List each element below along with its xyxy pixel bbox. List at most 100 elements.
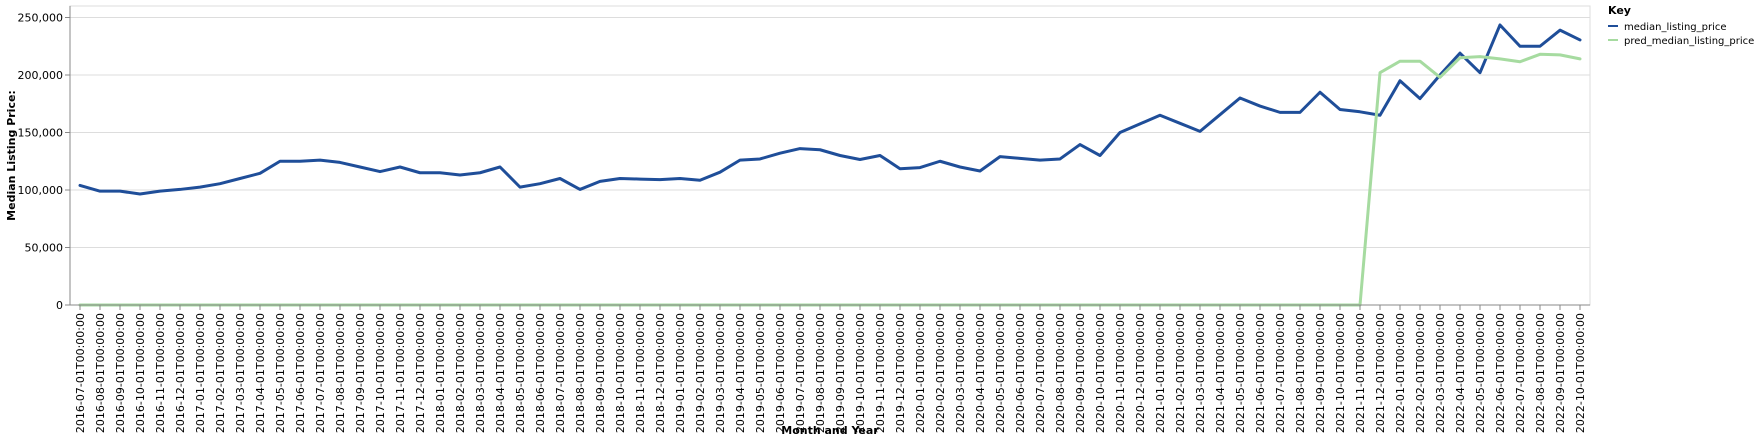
data-point-pred_median_listing_price <box>1458 56 1462 59</box>
x-tick-label: 2020-03-01T00:00:00 <box>954 313 967 433</box>
data-point-median_listing_price <box>458 173 462 177</box>
x-tick-label: 2019-03-01T00:00:00 <box>714 313 727 433</box>
data-point-median_listing_price <box>1258 104 1262 108</box>
y-axis-title: Median Listing Price: <box>5 90 18 221</box>
x-tick-label: 2021-12-01T00:00:00 <box>1374 313 1387 433</box>
data-point-median_listing_price <box>1158 114 1162 117</box>
data-point-pred_median_listing_price <box>1538 53 1542 56</box>
data-point-median_listing_price <box>718 170 722 174</box>
x-tick-label: 2021-05-01T00:00:00 <box>1234 313 1247 433</box>
x-tick-label: 2020-10-01T00:00:00 <box>1094 313 1107 433</box>
x-tick-label: 2019-07-01T00:00:00 <box>794 313 807 433</box>
x-tick-label: 2021-11-01T00:00:00 <box>1354 313 1367 433</box>
x-tick-label: 2021-04-01T00:00:00 <box>1214 313 1227 433</box>
x-tick-label: 2021-08-01T00:00:00 <box>1294 313 1307 433</box>
x-tick-label: 2016-07-01T00:00:00 <box>74 313 87 433</box>
x-tick-label: 2021-06-01T00:00:00 <box>1254 313 1267 433</box>
data-point-median_listing_price <box>878 154 882 157</box>
data-point-median_listing_price <box>1318 91 1322 94</box>
x-tick-label: 2019-04-01T00:00:00 <box>734 313 747 433</box>
data-point-median_listing_price <box>1538 45 1542 48</box>
x-tick-label: 2017-08-01T00:00:00 <box>334 313 347 433</box>
data-point-median_listing_price <box>898 167 902 170</box>
x-tick-label: 2022-02-01T00:00:00 <box>1414 313 1427 433</box>
x-tick-label: 2020-08-01T00:00:00 <box>1054 313 1067 433</box>
x-tick-label: 2017-09-01T00:00:00 <box>354 313 367 433</box>
data-point-pred_median_listing_price <box>1578 57 1582 61</box>
legend-label-median_listing_price: median_listing_price <box>1624 22 1727 33</box>
data-point-median_listing_price <box>138 192 142 196</box>
x-tick-label: 2017-12-01T00:00:00 <box>414 313 427 433</box>
x-tick-label: 2022-05-01T00:00:00 <box>1474 313 1487 433</box>
x-tick-label: 2018-01-01T00:00:00 <box>434 313 447 433</box>
data-point-median_listing_price <box>738 158 742 162</box>
data-point-median_listing_price <box>638 177 642 181</box>
x-tick-label: 2017-04-01T00:00:00 <box>254 313 267 433</box>
data-point-median_listing_price <box>1178 122 1182 125</box>
data-point-median_listing_price <box>1038 158 1042 162</box>
data-point-median_listing_price <box>178 188 182 191</box>
y-tick-label: 100,000 <box>18 184 64 197</box>
x-tick-label: 2018-08-01T00:00:00 <box>574 313 587 433</box>
legend-items: median_listing_price pred_median_listing_… <box>1608 22 1754 47</box>
data-point-pred_median_listing_price <box>1438 76 1442 79</box>
x-tick-label: 2020-09-01T00:00:00 <box>1074 313 1087 433</box>
data-point-median_listing_price <box>538 182 542 185</box>
x-tick-label: 2020-04-01T00:00:00 <box>974 313 987 433</box>
data-point-median_listing_price <box>198 185 202 189</box>
y-tick-label: 200,000 <box>18 69 64 82</box>
data-point-median_listing_price <box>1058 157 1062 161</box>
x-tick-label: 2019-10-01T00:00:00 <box>854 313 867 433</box>
x-tick-label: 2020-01-01T00:00:00 <box>914 313 927 433</box>
data-point-median_listing_price <box>438 171 442 174</box>
data-point-median_listing_price <box>1378 114 1382 117</box>
data-point-median_listing_price <box>1298 111 1302 114</box>
x-tick-label: 2017-06-01T00:00:00 <box>294 313 307 433</box>
data-point-median_listing_price <box>838 154 842 157</box>
series-line-pred_median_listing_price <box>78 52 1582 307</box>
data-point-median_listing_price <box>618 177 622 180</box>
data-point-median_listing_price <box>158 189 162 193</box>
data-point-median_listing_price <box>1118 131 1122 134</box>
data-point-pred_median_listing_price <box>1378 71 1382 74</box>
x-tick-label: 2018-09-01T00:00:00 <box>594 313 607 433</box>
x-tick-label: 2016-08-01T00:00:00 <box>94 313 107 433</box>
data-point-median_listing_price <box>658 178 662 181</box>
x-tick-label: 2022-06-01T00:00:00 <box>1494 313 1507 433</box>
data-point-median_listing_price <box>418 171 422 174</box>
data-point-median_listing_price <box>478 171 482 174</box>
x-tick-label: 2017-01-01T00:00:00 <box>194 313 207 433</box>
data-point-median_listing_price <box>258 172 262 175</box>
data-point-median_listing_price <box>778 152 782 155</box>
data-point-median_listing_price <box>518 185 522 189</box>
x-tick-label: 2021-02-01T00:00:00 <box>1174 313 1187 433</box>
data-point-median_listing_price <box>978 169 982 173</box>
data-point-median_listing_price <box>1278 111 1282 114</box>
x-tick-label: 2019-08-01T00:00:00 <box>814 313 827 433</box>
data-point-median_listing_price <box>378 170 382 173</box>
x-tick-label: 2022-07-01T00:00:00 <box>1514 313 1527 433</box>
data-point-median_listing_price <box>1498 23 1502 27</box>
data-point-median_listing_price <box>278 160 282 163</box>
data-point-pred_median_listing_price <box>1518 60 1522 63</box>
x-tick-label: 2016-09-01T00:00:00 <box>114 313 127 433</box>
data-point-median_listing_price <box>958 165 962 169</box>
data-point-median_listing_price <box>1098 154 1102 157</box>
x-tick-label: 2020-05-01T00:00:00 <box>994 313 1007 433</box>
data-point-median_listing_price <box>338 161 342 164</box>
x-tick-label: 2018-07-01T00:00:00 <box>554 313 567 433</box>
data-point-median_listing_price <box>698 179 702 182</box>
data-point-median_listing_price <box>1398 79 1402 82</box>
x-tick-label: 2021-07-01T00:00:00 <box>1274 313 1287 433</box>
data-point-median_listing_price <box>1018 157 1022 160</box>
data-point-median_listing_price <box>1218 113 1222 116</box>
x-tick-label: 2022-08-01T00:00:00 <box>1534 313 1547 433</box>
x-tick-label: 2018-04-01T00:00:00 <box>494 313 507 433</box>
data-point-median_listing_price <box>558 177 562 180</box>
legend-title: Key <box>1608 4 1631 17</box>
x-tick-label: 2019-09-01T00:00:00 <box>834 313 847 433</box>
x-tick-label: 2021-10-01T00:00:00 <box>1334 313 1347 433</box>
axis-layer: 0 50,000 100,000 150,000 200,000 250,000 2016-… <box>18 6 1590 433</box>
data-point-median_listing_price <box>1558 28 1562 32</box>
x-tick-label: 2018-06-01T00:00:00 <box>534 313 547 433</box>
